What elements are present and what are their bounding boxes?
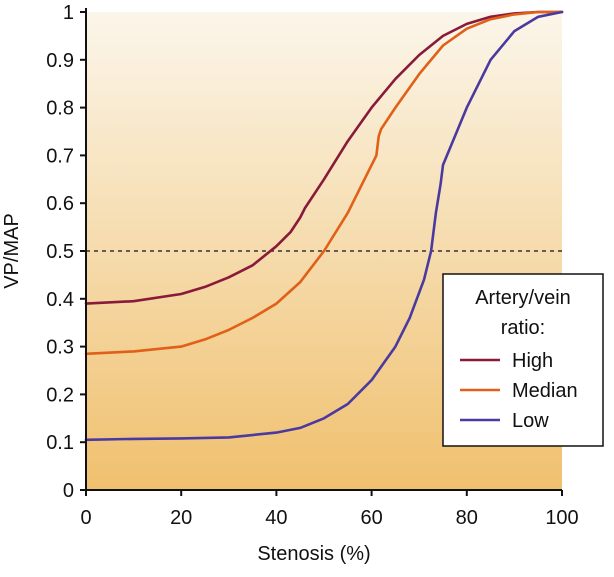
x-tick-label: 80 [456,507,478,529]
y-axis-label: VP/MAP [1,213,23,289]
x-tick-label: 0 [80,507,91,529]
legend-title-line-2: ratio: [501,317,545,339]
series-line-low [84,10,564,442]
series-layer [84,10,564,442]
axes-layer [85,8,562,491]
legend-label-median: Median [512,380,578,402]
y-tick-label: 0.7 [46,145,74,167]
y-tick-label: 0.2 [46,384,74,406]
legend-entries: High Median Low [460,350,578,432]
ticks-layer: 0 20 40 60 80 100 0 0.1 0.2 0.3 0.4 0.5 0.6 0.7 0.8 0.9… [46,2,579,529]
x-axis-label: Stenosis (%) [257,543,370,565]
legend-label-low: Low [512,410,549,432]
y-tick-label: 0.9 [46,50,74,72]
series-line-high [84,10,564,305]
x-tick-label: 100 [545,507,578,529]
x-tick-label: 60 [360,507,382,529]
y-tick-label: 1 [63,2,74,24]
legend-title-line-1: Artery/vein [475,287,571,309]
x-tick-label: 40 [265,507,287,529]
legend-label-high: High [512,350,553,372]
y-tick-label: 0.3 [46,337,74,359]
y-tick-label: 0.6 [46,193,74,215]
legend: Artery/vein ratio: High Median Low [442,273,604,447]
y-tick-label: 0.4 [46,289,74,311]
y-tick-label: 0.8 [46,98,74,120]
y-tick-label: 0 [63,480,74,502]
y-tick-label: 0.5 [46,241,74,263]
series-line-median [84,10,564,356]
x-tick-label: 20 [170,507,192,529]
y-tick-label: 0.1 [46,432,74,454]
